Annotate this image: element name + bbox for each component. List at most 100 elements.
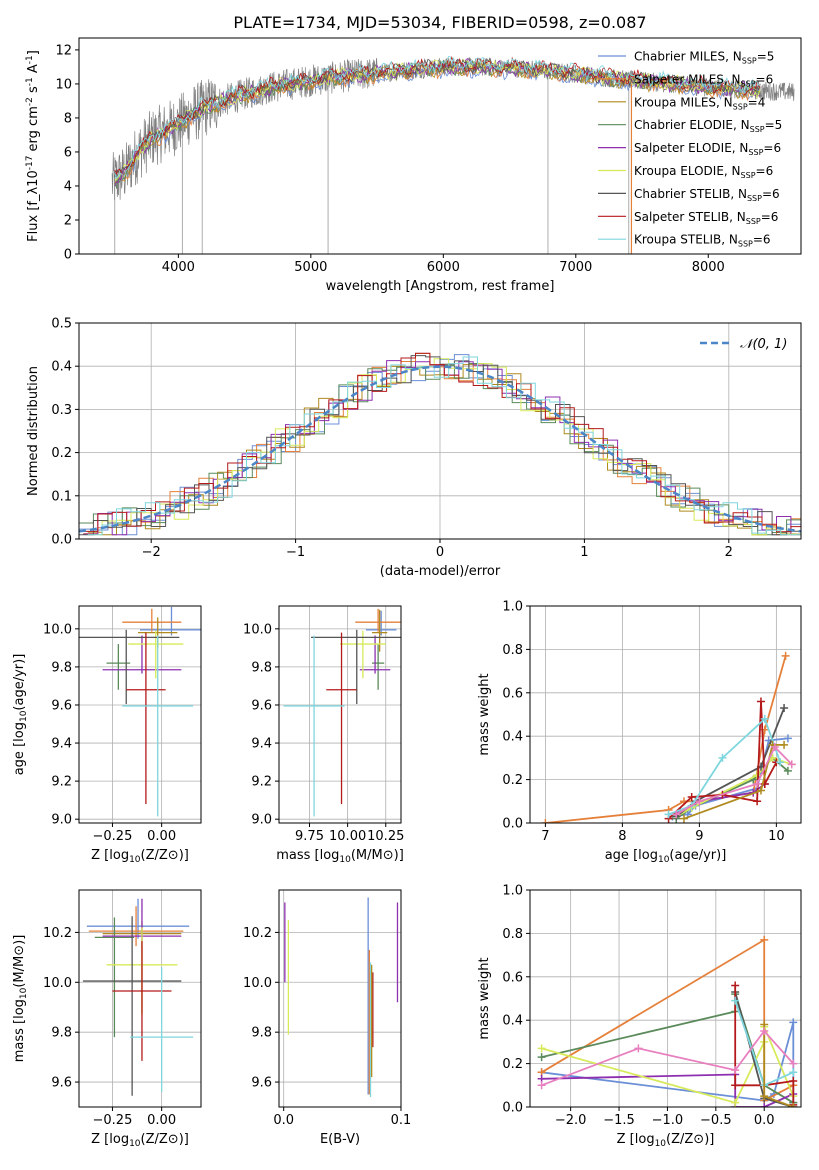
errorbar-point-4	[102, 635, 182, 674]
histogram-3	[79, 363, 801, 536]
y-tick-label: 0.3	[51, 403, 72, 418]
y-tick-label: 1.0	[502, 600, 523, 615]
weight-marker	[789, 1059, 798, 1068]
y-tick-label: 9.6	[251, 698, 272, 713]
chart-mass-vs-EBV: 0.0 0.1 9.6 9.8 10.0 10.2 E(B-V)	[243, 889, 411, 1147]
weight-marker	[783, 766, 792, 775]
y-tick-label: 0.2	[502, 773, 523, 788]
weight-marker	[731, 1066, 740, 1075]
x-tick-label: 6000	[427, 260, 460, 275]
y-tick-label: 10.0	[243, 622, 272, 637]
weight-marker	[756, 786, 765, 795]
histogram-7	[83, 352, 801, 533]
y-tick-label: 10.0	[243, 976, 272, 991]
weight-marker	[679, 814, 688, 823]
errorbar-point-7	[112, 941, 172, 1061]
weight-series-8	[683, 744, 785, 820]
x-tick-label: 10.25	[367, 829, 404, 844]
plot-area	[111, 55, 795, 254]
x-tick-label: −1	[286, 545, 305, 560]
legend-entry: Chabrier ELODIE, NSSP=5	[634, 118, 782, 134]
model-spectrum-1	[114, 61, 761, 184]
y-tick-label: 0	[64, 248, 72, 263]
y-tick-label: 0.2	[51, 446, 72, 461]
y-tick-label: 9.0	[51, 813, 72, 828]
y-tick-label: 6	[64, 145, 72, 160]
weight-marker	[789, 1018, 798, 1027]
y-axis-label: age [log10(age/yr)]	[12, 654, 29, 776]
legend-entry: Salpeter ELODIE, NSSP=6	[634, 141, 781, 157]
x-axis-label: wavelength [Angstrom, rest frame]	[326, 279, 555, 294]
weight-marker	[770, 743, 779, 752]
y-tick-label: 9.2	[251, 775, 272, 790]
y-axis-label: mass weight	[477, 957, 492, 1039]
axes-frame	[529, 889, 802, 1108]
weight-marker	[760, 1103, 769, 1107]
y-tick-label: 9.8	[51, 1026, 72, 1041]
weight-series-1	[541, 938, 794, 1102]
y-axis-label: Normed distribution	[26, 366, 41, 496]
y-tick-label: 10	[55, 77, 72, 92]
weight-marker	[537, 1053, 546, 1062]
chart-age-vs-mass: 9.75 10.00 10.25 9.0 9.2 9.4 9.6 9.8 10.0 mass [l…	[243, 605, 404, 865]
y-tick-label: 0.0	[51, 533, 72, 548]
legend-entry: Chabrier STELIB, NSSP=6	[634, 187, 780, 203]
errorbar-point-7	[326, 632, 357, 804]
weight-marker	[760, 935, 769, 944]
errorbar-point-7	[126, 632, 166, 804]
y-tick-label: 0.5	[51, 317, 72, 332]
errorbar-point-2	[372, 609, 388, 652]
plot-area	[284, 897, 399, 1098]
gaussian-curve	[79, 365, 801, 533]
errorbar-point-0	[86, 898, 190, 939]
weight-marker	[731, 981, 740, 990]
y-tick-label: 10.2	[243, 926, 272, 941]
y-tick-label: 0.1	[51, 489, 72, 504]
y-tick-label: 9.8	[251, 1026, 272, 1041]
axes-frame	[78, 37, 802, 255]
errorbar-point-1	[122, 608, 182, 632]
weight-marker	[731, 1081, 740, 1090]
y-tick-label: 9.6	[51, 1076, 72, 1091]
errorbar-point-8	[283, 635, 345, 817]
y-tick-label: 9.8	[51, 660, 72, 675]
x-tick-label: 10.00	[329, 829, 366, 844]
x-tick-label: 9	[695, 829, 703, 844]
errorbar-point-4	[359, 635, 391, 674]
y-tick-label: 9.4	[51, 737, 72, 752]
plot-area	[537, 935, 798, 1107]
axes-frame	[78, 605, 202, 824]
x-tick-label: 10	[768, 829, 785, 844]
histogram-4	[83, 360, 801, 536]
x-tick-label: 7000	[559, 260, 592, 275]
histogram-8	[87, 356, 801, 536]
y-tick-label: 0.8	[502, 643, 523, 658]
legend-entry: 𝒩(0, 1)	[740, 337, 787, 352]
weight-marker	[787, 760, 796, 769]
errorbar-point-5	[340, 630, 386, 679]
y-tick-label: 0.4	[502, 730, 523, 745]
x-axis-label: mass [log10(M/M⊙)]	[276, 848, 404, 865]
weight-marker	[760, 714, 769, 723]
weight-marker	[783, 734, 792, 743]
weight-marker	[718, 753, 727, 762]
weight-marker	[634, 1044, 643, 1053]
x-tick-label: 8000	[692, 260, 725, 275]
x-tick-label: 0.00	[147, 829, 176, 844]
y-tick-label: 9.0	[251, 813, 272, 828]
plot-area	[541, 651, 796, 823]
x-axis-label: E(B-V)	[320, 1132, 360, 1147]
weight-marker	[541, 819, 550, 823]
y-tick-label: 0.0	[502, 817, 523, 832]
y-tick-label: 1.0	[502, 884, 523, 899]
errorbar-point-0	[140, 606, 201, 636]
weight-marker	[731, 1098, 740, 1107]
histogram-1	[83, 353, 801, 536]
y-tick-label: 10.0	[43, 622, 72, 637]
x-axis-label: age [log10(age/yr)]	[605, 848, 727, 865]
chart-age-vs-Z: −0.25 0.00 9.0 9.2 9.4 9.6 9.8 10.0 Z [log10(Z/Z…	[12, 605, 202, 865]
errorbar-point-6	[311, 629, 401, 705]
y-tick-label: 9.2	[51, 775, 72, 790]
chart-weight-vs-Z: −2.0 −1.5 −1.0 −0.5 0.0 0.0 0.2 0.4 0.6 0.8 1.0 Z […	[477, 884, 802, 1149]
